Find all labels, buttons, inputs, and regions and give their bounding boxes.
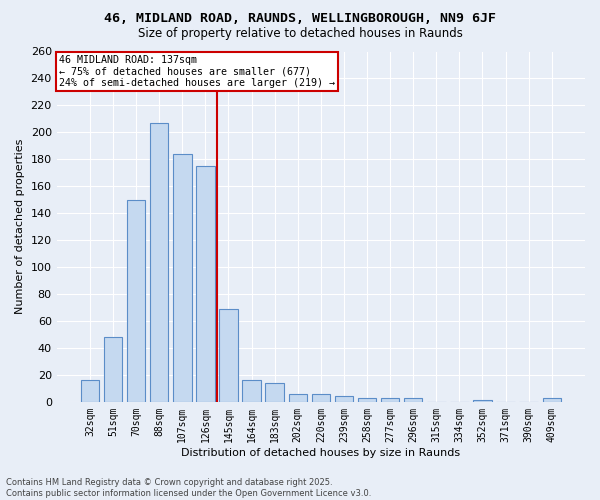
- Bar: [196, 166, 215, 402]
- Bar: [542, 398, 561, 402]
- Y-axis label: Number of detached properties: Number of detached properties: [15, 139, 25, 314]
- Bar: [265, 383, 284, 402]
- Bar: [242, 380, 261, 402]
- Bar: [173, 154, 191, 402]
- Bar: [104, 337, 122, 402]
- Bar: [473, 400, 492, 402]
- Text: Size of property relative to detached houses in Raunds: Size of property relative to detached ho…: [137, 28, 463, 40]
- Bar: [150, 123, 169, 402]
- Text: Contains HM Land Registry data © Crown copyright and database right 2025.
Contai: Contains HM Land Registry data © Crown c…: [6, 478, 371, 498]
- Bar: [335, 396, 353, 402]
- Bar: [219, 309, 238, 402]
- Bar: [127, 200, 145, 402]
- Bar: [311, 394, 330, 402]
- Bar: [80, 380, 99, 402]
- Bar: [381, 398, 400, 402]
- Bar: [358, 398, 376, 402]
- Text: 46, MIDLAND ROAD, RAUNDS, WELLINGBOROUGH, NN9 6JF: 46, MIDLAND ROAD, RAUNDS, WELLINGBOROUGH…: [104, 12, 496, 26]
- Bar: [289, 394, 307, 402]
- X-axis label: Distribution of detached houses by size in Raunds: Distribution of detached houses by size …: [181, 448, 460, 458]
- Text: 46 MIDLAND ROAD: 137sqm
← 75% of detached houses are smaller (677)
24% of semi-d: 46 MIDLAND ROAD: 137sqm ← 75% of detache…: [59, 55, 335, 88]
- Bar: [404, 398, 422, 402]
